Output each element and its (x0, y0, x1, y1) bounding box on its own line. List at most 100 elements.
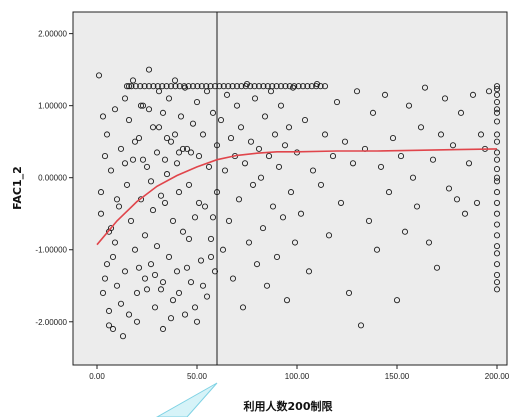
data-point (337, 199, 345, 206)
data-point (308, 83, 315, 90)
data-point (163, 171, 171, 178)
data-point (123, 83, 131, 90)
data-point (297, 210, 305, 217)
data-point (167, 138, 175, 145)
data-point (117, 145, 125, 152)
x-tick-label: 50.00 (187, 372, 208, 381)
data-point (349, 160, 357, 167)
data-point (151, 304, 159, 311)
data-point (103, 131, 111, 138)
y-axis-ticks: 2.00000 1.00000 0.00000 -1.00000 -2.00000 (35, 30, 73, 327)
data-point (105, 322, 113, 329)
data-point (97, 210, 105, 217)
data-point (247, 138, 255, 145)
data-point (493, 99, 501, 106)
data-point (473, 199, 481, 206)
data-point (113, 196, 121, 203)
data-point (291, 83, 298, 90)
data-point (157, 192, 165, 199)
data-point (493, 279, 501, 286)
data-point (493, 189, 501, 196)
data-point (191, 304, 199, 311)
data-point (269, 203, 277, 210)
data-point (113, 282, 121, 289)
data-point (157, 286, 165, 293)
data-point (165, 95, 173, 102)
data-point (153, 149, 161, 156)
data-point (195, 153, 203, 160)
y-tick-label: -1.00000 (35, 246, 67, 255)
data-point (493, 149, 501, 156)
data-point (237, 124, 245, 131)
data-point (389, 135, 397, 142)
data-point (289, 84, 297, 91)
data-point (373, 246, 381, 253)
data-point (105, 307, 113, 315)
data-point (161, 199, 169, 206)
data-point (149, 207, 157, 214)
data-point (493, 109, 501, 116)
data-point (194, 83, 201, 90)
data-point (141, 275, 149, 282)
data-point (357, 322, 365, 329)
data-point (493, 232, 501, 239)
data-point (305, 268, 313, 275)
data-point (137, 196, 145, 203)
data-point (163, 83, 170, 90)
data-point (187, 279, 195, 286)
data-point (295, 83, 302, 90)
data-point (421, 84, 429, 91)
data-point (264, 83, 271, 90)
data-point (97, 189, 105, 196)
data-point (171, 131, 179, 138)
data-point (263, 282, 271, 289)
data-point (493, 156, 501, 163)
data-point (235, 196, 243, 203)
data-point (181, 84, 189, 91)
data-point (381, 91, 389, 98)
data-point (219, 246, 227, 253)
data-point (461, 210, 469, 217)
data-point (281, 142, 289, 149)
data-point (465, 160, 473, 167)
data-point (189, 83, 197, 90)
data-point (233, 102, 241, 109)
data-point (101, 275, 109, 282)
data-point (225, 83, 232, 90)
data-point (245, 239, 253, 246)
data-point (163, 135, 171, 142)
data-point (493, 199, 501, 206)
data-point (207, 253, 215, 260)
data-point (131, 138, 139, 145)
data-point (325, 232, 333, 239)
data-point (169, 297, 177, 304)
data-point (127, 217, 135, 224)
data-point (221, 167, 229, 174)
data-point (287, 189, 295, 196)
data-point (365, 217, 373, 224)
data-point (469, 91, 477, 98)
data-point (199, 282, 207, 289)
data-point (187, 149, 195, 156)
data-point (255, 83, 263, 90)
data-point (133, 318, 141, 325)
data-point (282, 83, 289, 90)
y-axis-title: FAC1_2 (11, 166, 24, 210)
data-point (125, 311, 133, 318)
data-point (107, 167, 115, 174)
data-point (207, 235, 215, 242)
data-point (167, 83, 175, 90)
data-point (161, 156, 169, 163)
data-point (477, 131, 485, 138)
data-point (95, 72, 103, 79)
data-point (195, 199, 203, 206)
data-point (99, 113, 107, 120)
data-point (265, 153, 273, 160)
data-point (220, 83, 227, 90)
data-point (167, 315, 175, 322)
data-point (249, 181, 257, 188)
data-point (109, 325, 117, 333)
data-point (493, 210, 501, 217)
data-point (225, 217, 233, 224)
x-axis-title: 利用人数200制限 (244, 399, 333, 413)
